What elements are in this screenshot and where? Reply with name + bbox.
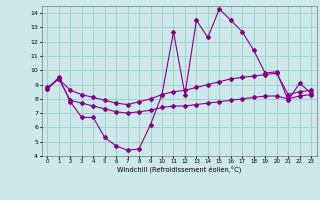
X-axis label: Windchill (Refroidissement éolien,°C): Windchill (Refroidissement éolien,°C) — [117, 166, 241, 173]
